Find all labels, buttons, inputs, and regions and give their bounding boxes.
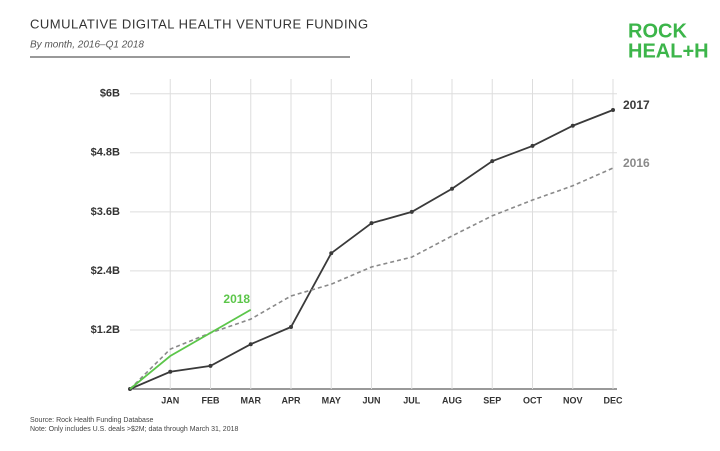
data-point <box>329 251 334 256</box>
y-tick-label: $3.6B <box>91 206 120 218</box>
series-line <box>129 308 252 390</box>
data-point <box>289 325 293 329</box>
data-point <box>409 209 414 214</box>
data-point <box>168 369 173 374</box>
data-point <box>450 186 454 191</box>
series-label: 2016 <box>623 156 650 170</box>
series-label: 2017 <box>623 98 650 112</box>
x-tick-label: DEC <box>603 395 623 405</box>
y-tick-label: $6B <box>100 88 120 100</box>
footnote: Note: Only includes U.S. deals >$2M; dat… <box>30 426 238 433</box>
x-tick-label: SEP <box>483 395 501 405</box>
data-point <box>530 143 535 148</box>
data-point <box>490 159 495 164</box>
x-tick-label: JUL <box>403 395 421 405</box>
data-point <box>248 342 253 347</box>
data-point <box>570 123 575 128</box>
x-tick-label: NOV <box>563 395 583 405</box>
x-tick-label: MAR <box>241 395 262 405</box>
series-label: 2018 <box>223 292 250 306</box>
y-tick-label: $2.4B <box>91 265 120 277</box>
data-point <box>208 363 213 368</box>
logo: ROCK <box>628 20 687 42</box>
chart-title: CUMULATIVE DIGITAL HEALTH VENTURE FUNDIN… <box>30 16 369 31</box>
y-tick-label: $4.8B <box>91 147 120 159</box>
y-tick-label: $1.2B <box>91 324 120 336</box>
x-tick-label: JUN <box>362 395 380 405</box>
x-tick-label: JAN <box>161 395 179 405</box>
chart-subtitle: By month, 2016–Q1 2018 <box>30 40 144 51</box>
x-tick-label: APR <box>281 395 301 405</box>
data-point <box>611 108 615 112</box>
source-note: Source: Rock Health Funding Database <box>30 417 153 424</box>
x-tick-label: AUG <box>442 395 462 405</box>
x-tick-label: MAY <box>322 395 341 405</box>
logo: HEAL+H <box>628 40 709 62</box>
x-tick-label: OCT <box>523 395 543 405</box>
x-tick-label: FEB <box>202 395 221 405</box>
data-point <box>369 221 374 226</box>
